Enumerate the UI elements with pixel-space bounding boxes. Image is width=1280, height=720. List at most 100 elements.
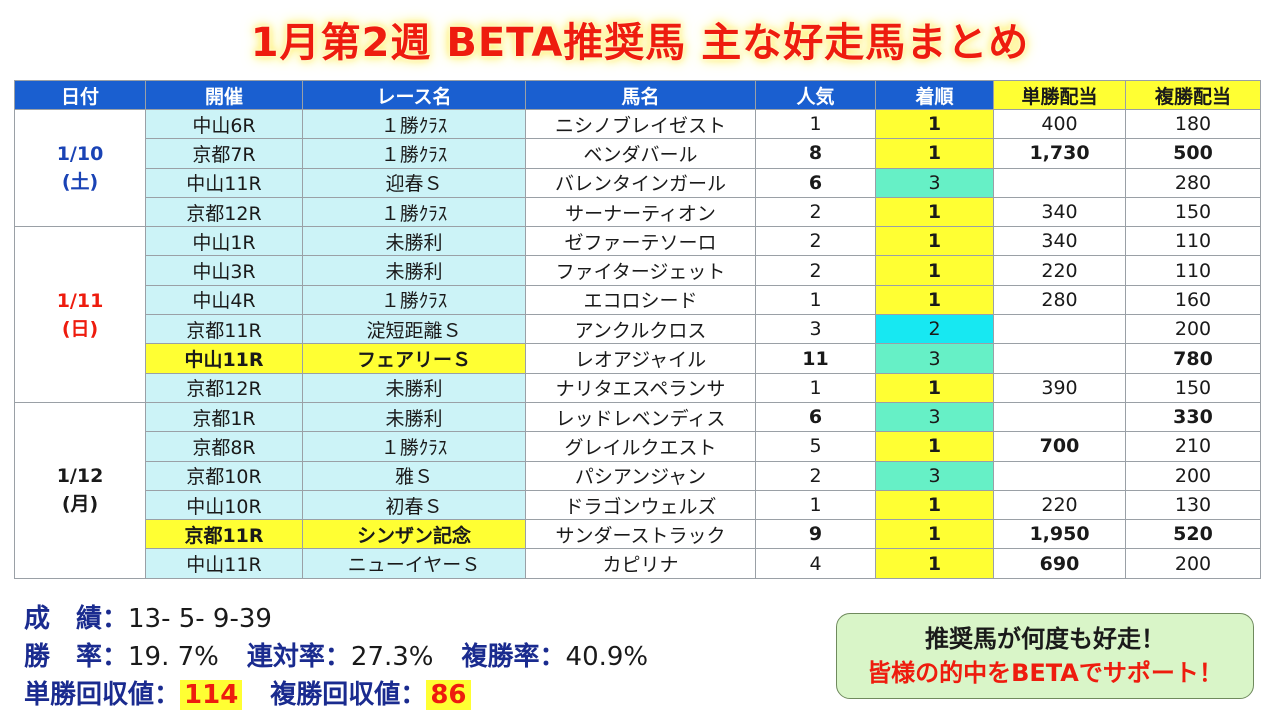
show-payout-cell: 130 — [1125, 489, 1261, 521]
table-row: 京都7R １勝ｸﾗｽ ベンダバール 8 1 1,730 500 — [15, 138, 1261, 169]
results-table: 日付 開催 レース名 馬名 人気 着順 単勝配当 複勝配当 1/10 (土) 中山6… — [14, 80, 1261, 579]
venue-cell: 中山6R — [145, 108, 303, 140]
record-label: 成 績： — [24, 604, 129, 634]
placing-cell: 1 — [875, 226, 994, 257]
popularity-cell: 6 — [755, 401, 876, 433]
win-payout-cell: 700 — [993, 431, 1126, 462]
show-payout-cell: 110 — [1125, 226, 1261, 257]
date-text: 1/10 — [56, 143, 104, 166]
show-payout-cell: 150 — [1125, 196, 1261, 228]
place-rate-value: 40.9% — [565, 642, 649, 672]
horse-name-cell: カピリナ — [525, 548, 756, 579]
horse-name-cell: ファイタージェット — [525, 255, 756, 286]
win-payout-cell: 1,730 — [993, 138, 1126, 169]
win-return-value: 114 — [180, 680, 243, 710]
horse-name-cell: ニシノブレイゼスト — [525, 108, 756, 140]
table-row: 京都12R 未勝利 ナリタエスペランサ 1 1 390 150 — [15, 372, 1261, 403]
venue-cell: 京都12R — [145, 372, 303, 403]
race-name-cell: １勝ｸﾗｽ — [302, 284, 526, 316]
race-name-cell: 雅Ｓ — [302, 460, 526, 491]
placing-cell: 3 — [875, 167, 994, 198]
col-header-show-payout: 複勝配当 — [1125, 80, 1261, 110]
win-return-label: 単勝回収値： — [24, 680, 181, 710]
race-name-cell: ニューイヤーＳ — [302, 548, 526, 579]
popularity-cell: 1 — [755, 372, 876, 403]
race-name-cell: 淀短距離Ｓ — [302, 314, 526, 345]
promo-line-2: 皆様の的中をBETAでサポート！ — [867, 659, 1223, 687]
horse-name-cell: サーナーティオン — [525, 196, 756, 228]
show-payout-cell: 200 — [1125, 548, 1261, 579]
race-name-cell: １勝ｸﾗｽ — [302, 196, 526, 228]
placing-cell: 3 — [875, 343, 994, 374]
date-cell: 1/10 (土) — [14, 108, 146, 228]
horse-name-cell: レオアジャイル — [525, 343, 756, 374]
horse-name-cell: アンクルクロス — [525, 314, 756, 345]
show-payout-cell: 110 — [1125, 255, 1261, 286]
horse-name-cell: エコロシード — [525, 284, 756, 316]
popularity-cell: 2 — [755, 196, 876, 228]
page-title: 1月第2週 BETA推奨馬 主な好走馬まとめ — [250, 20, 1030, 66]
show-payout-cell: 780 — [1125, 343, 1261, 374]
popularity-cell: 8 — [755, 138, 876, 169]
venue-cell: 京都7R — [145, 138, 303, 169]
place-rate-label: 複勝率： — [461, 642, 566, 672]
race-name-cell: １勝ｸﾗｽ — [302, 108, 526, 140]
show-payout-cell: 180 — [1125, 108, 1261, 140]
placing-cell: 3 — [875, 460, 994, 491]
win-payout-cell — [993, 460, 1126, 491]
stats-panel: 成 績：13- 5- 9-39 勝 率：19. 7% 連対率：27.3% 複勝率：4… — [24, 600, 648, 714]
popularity-cell: 2 — [755, 255, 876, 286]
popularity-cell: 2 — [755, 226, 876, 257]
placing-cell: 1 — [875, 255, 994, 286]
show-payout-cell: 160 — [1125, 284, 1261, 316]
table-row: 京都11R シンザン記念 サンダーストラック 9 1 1,950 520 — [15, 519, 1261, 550]
show-payout-cell: 280 — [1125, 167, 1261, 198]
venue-cell: 中山4R — [145, 284, 303, 316]
quinella-rate-value: 27.3% — [350, 642, 434, 672]
venue-cell: 京都1R — [145, 401, 303, 433]
win-payout-cell: 690 — [993, 548, 1126, 579]
win-payout-cell: 280 — [993, 284, 1126, 316]
col-header-race: レース名 — [302, 80, 526, 110]
place-return-value: 86 — [426, 680, 471, 710]
venue-cell: 中山10R — [145, 489, 303, 521]
table-row: 中山11R 迎春Ｓ バレンタインガール 6 3 280 — [15, 167, 1261, 198]
table-row: 京都12R １勝ｸﾗｽ サーナーティオン 2 1 340 150 — [15, 196, 1261, 228]
win-rate-value: 19. 7% — [128, 642, 219, 672]
show-payout-cell: 200 — [1125, 460, 1261, 491]
race-name-cell: １勝ｸﾗｽ — [302, 138, 526, 169]
horse-name-cell: バレンタインガール — [525, 167, 756, 198]
win-payout-cell: 220 — [993, 489, 1126, 521]
table-row: 中山10R 初春Ｓ ドラゴンウェルズ 1 1 220 130 — [15, 489, 1261, 521]
show-payout-cell: 150 — [1125, 372, 1261, 403]
date-text: 1/12 — [56, 465, 104, 488]
weekday-text: (月) — [61, 493, 99, 516]
placing-cell: 2 — [875, 314, 994, 345]
stats-line-record: 成 績：13- 5- 9-39 — [24, 600, 648, 638]
popularity-cell: 1 — [755, 284, 876, 316]
race-name-cell: １勝ｸﾗｽ — [302, 431, 526, 462]
table-row: 中山11R フェアリーＳ レオアジャイル 11 3 780 — [15, 343, 1261, 374]
promo-line-1: 推奨馬が何度も好走！ — [925, 625, 1165, 653]
place-return-label: 複勝回収値： — [270, 680, 427, 710]
show-payout-cell: 330 — [1125, 401, 1261, 433]
win-payout-cell — [993, 343, 1126, 374]
placing-cell: 1 — [875, 196, 994, 228]
race-name-cell: 未勝利 — [302, 255, 526, 286]
race-name-cell: 未勝利 — [302, 372, 526, 403]
venue-cell: 京都10R — [145, 460, 303, 491]
venue-cell: 中山1R — [145, 226, 303, 257]
stats-line-rates: 勝 率：19. 7% 連対率：27.3% 複勝率：40.9% — [24, 638, 648, 676]
col-header-horse: 馬名 — [525, 80, 756, 110]
race-name-cell: 未勝利 — [302, 226, 526, 257]
col-header-placing: 着順 — [875, 80, 994, 110]
venue-cell: 京都12R — [145, 196, 303, 228]
horse-name-cell: ドラゴンウェルズ — [525, 489, 756, 521]
placing-cell: 1 — [875, 548, 994, 579]
win-payout-cell: 220 — [993, 255, 1126, 286]
col-header-date: 日付 — [14, 80, 146, 110]
table-row: 1/10 (土) 中山6R １勝ｸﾗｽ ニシノブレイゼスト 1 1 400 180 — [14, 108, 1261, 228]
table-row: 京都8R １勝ｸﾗｽ グレイルクエスト 5 1 700 210 — [15, 431, 1261, 462]
col-header-popularity: 人気 — [755, 80, 876, 110]
show-payout-cell: 210 — [1125, 431, 1261, 462]
